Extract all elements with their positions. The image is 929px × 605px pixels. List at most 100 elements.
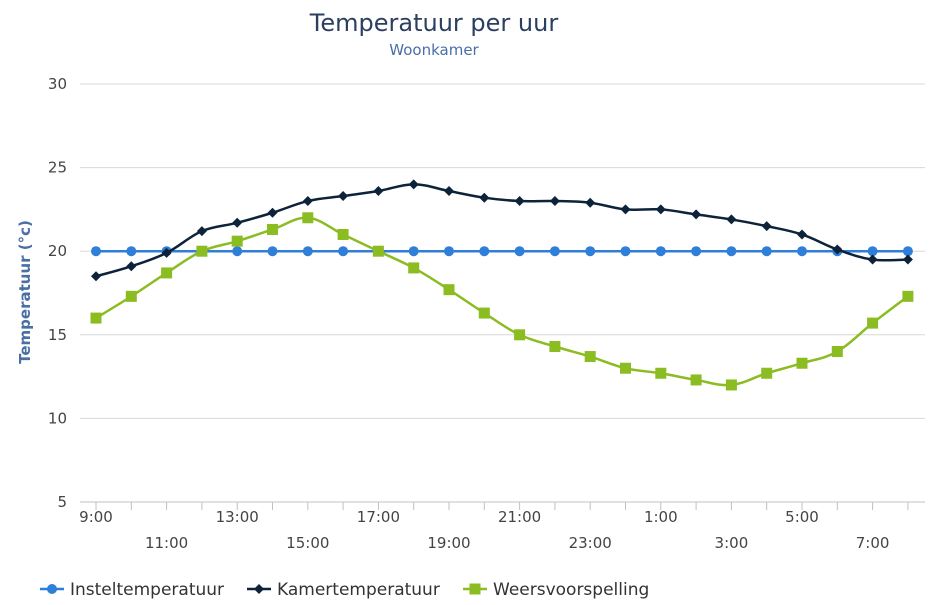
data-point[interactable] xyxy=(231,235,243,247)
data-point[interactable] xyxy=(302,246,313,257)
series-kamertemperatuur xyxy=(91,179,913,282)
data-point[interactable] xyxy=(444,186,454,197)
data-point[interactable] xyxy=(549,196,560,207)
data-point[interactable] xyxy=(690,374,702,386)
x-tick-label: 23:00 xyxy=(569,534,612,552)
legend: Insteltemperatuur Kamertemperatuur Weersvo… xyxy=(40,580,649,600)
x-tick-label: 15:00 xyxy=(286,534,329,552)
legend-label: Insteltemperatuur xyxy=(70,580,224,600)
data-point[interactable] xyxy=(796,357,808,369)
data-point[interactable] xyxy=(338,191,349,202)
data-point[interactable] xyxy=(408,246,419,257)
data-point[interactable] xyxy=(478,307,490,319)
x-tick-label: 17:00 xyxy=(357,508,400,526)
data-point[interactable] xyxy=(761,221,772,232)
y-tick-label: 25 xyxy=(48,159,67,177)
data-point[interactable] xyxy=(408,262,420,274)
data-point[interactable] xyxy=(514,246,525,257)
data-point[interactable] xyxy=(620,362,631,374)
data-point[interactable] xyxy=(585,246,596,257)
x-tick-labels: 9:00 11:00 13:00 15:00 17:00 19:00 21:00 23:00 1… xyxy=(79,502,909,552)
data-point[interactable] xyxy=(797,246,807,257)
data-point[interactable] xyxy=(373,186,384,197)
legend-item-kamertemperatuur[interactable]: Kamertemperatuur xyxy=(247,580,440,600)
data-point[interactable] xyxy=(832,244,843,255)
data-point[interactable] xyxy=(761,246,772,257)
legend-item-weersvoorspelling[interactable]: Weersvoorspelling xyxy=(463,580,649,600)
series-weersvoorspelling xyxy=(90,212,914,391)
legend-marker[interactable] xyxy=(254,584,264,594)
data-point[interactable] xyxy=(902,290,914,302)
data-point[interactable] xyxy=(797,229,807,240)
data-point[interactable] xyxy=(444,246,454,257)
data-point[interactable] xyxy=(726,246,737,257)
legend-label: Weersvoorspelling xyxy=(493,580,649,600)
x-tick-label: 9:00 xyxy=(79,508,113,526)
data-point[interactable] xyxy=(761,367,773,379)
data-point[interactable] xyxy=(726,214,737,225)
data-point[interactable] xyxy=(125,290,137,302)
data-point[interactable] xyxy=(372,245,384,257)
legend-marker[interactable] xyxy=(47,584,57,594)
data-point[interactable] xyxy=(620,246,631,257)
data-point[interactable] xyxy=(267,207,278,218)
data-point[interactable] xyxy=(867,254,878,265)
data-point[interactable] xyxy=(514,329,526,341)
legend-marker[interactable] xyxy=(469,583,481,595)
data-point[interactable] xyxy=(831,346,843,358)
legend-label: Kamertemperatuur xyxy=(277,580,440,600)
x-tick-label: 11:00 xyxy=(145,534,188,552)
chart-title: Temperatuur per uur xyxy=(309,9,559,37)
x-tick-label: 21:00 xyxy=(498,508,541,526)
data-point[interactable] xyxy=(232,246,243,257)
data-point[interactable] xyxy=(479,246,490,257)
data-point[interactable] xyxy=(338,246,349,257)
data-point[interactable] xyxy=(549,341,561,353)
y-tick-labels: 5 10 15 20 25 30 xyxy=(48,75,67,511)
data-point[interactable] xyxy=(443,284,455,296)
data-point[interactable] xyxy=(585,197,596,208)
data-point[interactable] xyxy=(902,254,913,265)
data-point[interactable] xyxy=(408,179,419,190)
data-point[interactable] xyxy=(196,245,208,257)
data-point[interactable] xyxy=(655,246,666,257)
data-point[interactable] xyxy=(267,246,278,257)
data-point[interactable] xyxy=(196,226,207,237)
data-point[interactable] xyxy=(549,246,560,257)
x-tick-label: 13:00 xyxy=(216,508,259,526)
x-tick-label: 5:00 xyxy=(785,508,819,526)
series-layer xyxy=(90,179,914,391)
data-point[interactable] xyxy=(126,261,137,272)
data-point[interactable] xyxy=(267,223,278,235)
data-point[interactable] xyxy=(302,196,313,207)
data-point[interactable] xyxy=(232,217,243,228)
data-point[interactable] xyxy=(91,246,101,257)
y-axis-label: Temperatuur (°c) xyxy=(16,220,34,364)
data-point[interactable] xyxy=(655,367,667,379)
data-point[interactable] xyxy=(867,246,878,257)
data-point[interactable] xyxy=(126,246,137,257)
legend-item-insteltemperatuur[interactable]: Insteltemperatuur xyxy=(40,580,224,600)
data-point[interactable] xyxy=(90,312,102,324)
data-point[interactable] xyxy=(302,212,314,224)
data-point[interactable] xyxy=(337,228,349,240)
data-point[interactable] xyxy=(91,271,101,282)
y-tick-label: 10 xyxy=(48,409,67,427)
data-point[interactable] xyxy=(161,267,173,279)
series-line xyxy=(95,216,909,387)
data-point[interactable] xyxy=(584,351,596,363)
data-point[interactable] xyxy=(691,246,702,257)
x-tick-label: 7:00 xyxy=(856,534,890,552)
data-point[interactable] xyxy=(514,196,525,207)
data-point[interactable] xyxy=(902,246,913,257)
chart-subtitle: Woonkamer xyxy=(389,41,479,59)
data-point[interactable] xyxy=(867,317,879,329)
data-point[interactable] xyxy=(691,209,702,220)
data-point[interactable] xyxy=(725,379,737,391)
data-point[interactable] xyxy=(620,204,631,215)
data-point[interactable] xyxy=(161,247,172,258)
data-point[interactable] xyxy=(479,192,490,203)
data-point[interactable] xyxy=(655,204,666,215)
y-tick-label: 20 xyxy=(48,242,67,260)
